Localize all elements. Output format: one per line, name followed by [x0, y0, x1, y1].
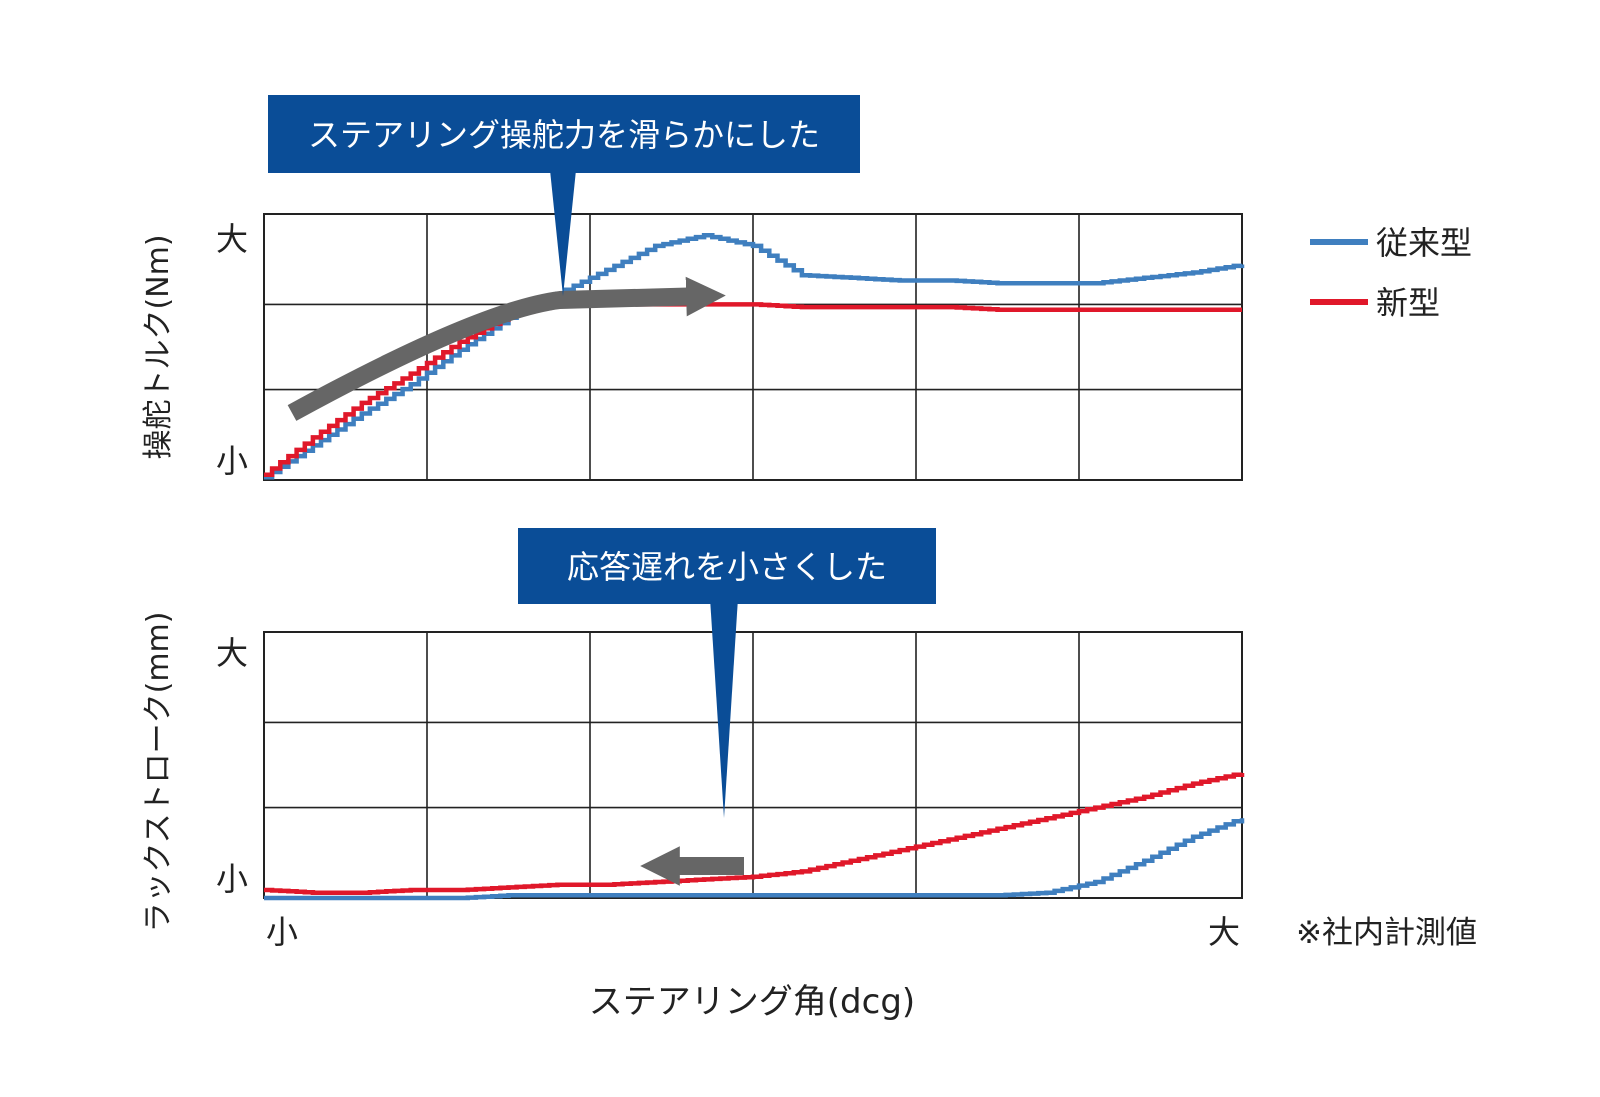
stroke-callout-text: 応答遅れを小さくした [567, 548, 887, 586]
torque-trend-arrow [287, 276, 726, 421]
legend: 従来型 新型 [1310, 224, 1472, 322]
torque-ytick-max: 大 [216, 220, 248, 258]
legend-old-label: 従来型 [1376, 224, 1472, 262]
stroke-chart: 大 小 小 大 ラックストローク(mm) ステアリング角(dcg) 応答遅れを小… [141, 528, 1245, 1022]
xlabel: ステアリング角(dcg) [589, 982, 915, 1022]
torque-series-old [264, 233, 1245, 480]
stroke-ylabel: ラックストローク(mm) [141, 612, 176, 933]
stroke-frame [263, 631, 1243, 899]
torque-frame [263, 213, 1243, 481]
legend-new-label: 新型 [1376, 284, 1440, 322]
torque-callout: ステアリング操舵力を滑らかにした [268, 95, 860, 296]
stroke-xtick-max: 大 [1208, 913, 1240, 951]
stroke-ytick-max: 大 [216, 634, 248, 672]
stroke-callout: 応答遅れを小さくした [518, 528, 936, 818]
measurement-note: ※社内計測値 [1296, 915, 1477, 951]
stroke-lines [263, 772, 1245, 901]
torque-ytick-min: 小 [216, 442, 248, 480]
stroke-grid [263, 631, 1243, 899]
stroke-series-new [264, 772, 1245, 895]
torque-callout-text: ステアリング操舵力を滑らかにした [308, 116, 820, 154]
stroke-ytick-min: 小 [216, 860, 248, 898]
torque-ylabel: 操舵トルク(Nm) [141, 234, 176, 459]
stroke-xtick-min: 小 [266, 913, 298, 951]
torque-chart: 大 小 操舵トルク(Nm) ステアリング操舵力を滑らかにした [141, 95, 1245, 481]
